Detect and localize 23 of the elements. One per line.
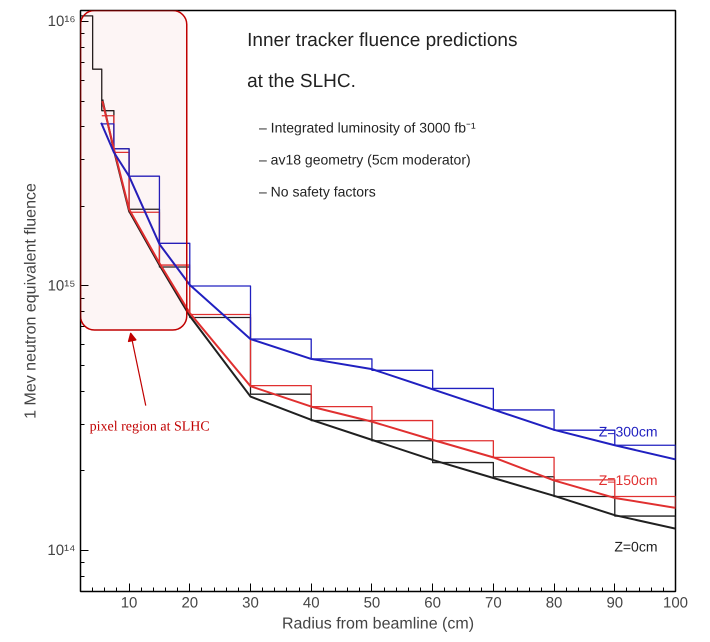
x-tick-label: 20 [181, 594, 198, 612]
y-tick-label: 10¹⁶ [48, 12, 76, 30]
x-tick-label: 40 [302, 594, 320, 612]
x-tick-label: 30 [242, 594, 259, 612]
x-tick-label: 100 [662, 594, 688, 612]
series-label: Z=150cm [598, 472, 658, 488]
text: Inner tracker fluence predictions at the SLHC. [247, 30, 518, 92]
annotation: – No safety factors [259, 183, 376, 200]
annotation: – av18 geometry (5cm moderator) [259, 151, 471, 168]
annotation: – Integrated luminosity of 3000 fb⁻¹ [259, 119, 476, 136]
series-label: Z=0cm [614, 538, 658, 555]
band-label: pixel region at SLHC [90, 420, 210, 435]
x-tick-label: 90 [606, 594, 624, 612]
y-tick-label: 10¹⁵ [48, 277, 76, 294]
x-axis-title: Radius from beamline (cm) [282, 616, 474, 632]
y-tick-label: 10¹⁴ [47, 542, 76, 560]
x-tick-label: 50 [364, 594, 380, 612]
x-tick-label: 80 [546, 594, 562, 612]
x-tick-label: 70 [485, 594, 502, 612]
y-axis-title: 1 Mev neutron equivalent fluence [22, 183, 40, 419]
x-tick-label: 60 [424, 594, 441, 612]
series-label: Z=300cm [598, 423, 658, 440]
x-tick-label: 10 [120, 594, 138, 612]
